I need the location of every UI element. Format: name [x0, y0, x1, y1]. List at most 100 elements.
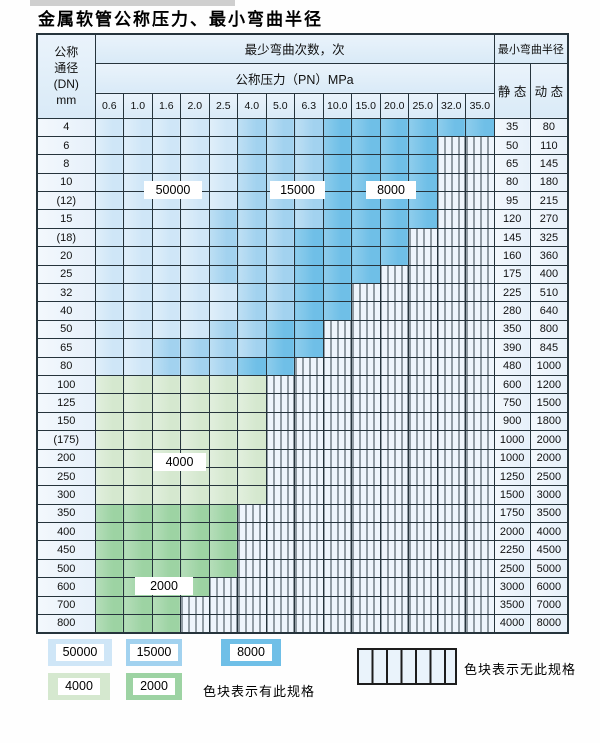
spec-cell-g1 [123, 448, 153, 468]
spec-cell-x [351, 448, 381, 468]
spec-cell-x [180, 595, 210, 616]
spec-cell-b2 [180, 338, 210, 358]
spec-table-wrap: 公称 通径 (DN) mm 最少弯曲次数，次 最小弯曲半径 公称压力（PN）MP… [36, 33, 570, 634]
spec-cell-g2 [180, 522, 210, 542]
spec-cell-x [351, 595, 381, 616]
spec-cell-x [265, 411, 295, 432]
spec-cell-x [408, 503, 438, 524]
spec-cell-b2 [237, 246, 267, 266]
spec-cell-x [408, 430, 438, 450]
legend-available-note: 色块表示有此规格 [203, 684, 316, 699]
spec-cell-b1 [123, 356, 153, 376]
spec-cell-x [265, 540, 295, 560]
static-radius-cell: 120 [493, 209, 531, 229]
spec-cell-b2 [237, 209, 267, 229]
dynamic-radius-cell: 80 [529, 117, 569, 137]
spec-cell-x [322, 503, 352, 524]
spec-cell-x [265, 448, 295, 468]
dynamic-radius-cell: 5000 [529, 558, 569, 579]
spec-cell-g2 [151, 503, 181, 524]
spec-cell-b1 [123, 117, 153, 137]
table-row: 500 2500 5000 [36, 558, 569, 579]
spec-cell-b3 [408, 117, 438, 137]
spec-cell-x [379, 430, 409, 450]
spec-cell-x [379, 485, 409, 505]
spec-cell-b1 [180, 135, 210, 156]
spec-cell-x [408, 485, 438, 505]
spec-cell-x [294, 466, 324, 487]
pressure-tick: 6.3 [294, 92, 324, 119]
spec-cell-g1 [208, 466, 238, 487]
spec-cell-x [408, 246, 438, 266]
dynamic-radius-cell: 800 [529, 319, 569, 340]
spec-cell-x [322, 577, 352, 597]
spec-cell-b2 [237, 319, 267, 340]
cycles-header: 最少弯曲次数，次 [94, 33, 495, 64]
dn-cell: 600 [36, 577, 96, 597]
dn-cell: (175) [36, 430, 96, 450]
spec-cell-x [294, 577, 324, 597]
spec-cell-b2 [294, 117, 324, 137]
dynamic-radius-cell: 3500 [529, 503, 569, 524]
dn-cell: 500 [36, 558, 96, 579]
spec-cell-x [294, 522, 324, 542]
table-row: 50 350 800 [36, 319, 569, 340]
spec-cell-x [436, 503, 466, 524]
table-row: 25 175 400 [36, 264, 569, 285]
spec-cell-b1 [94, 356, 124, 376]
spec-cell-x [436, 191, 466, 211]
pressure-tick: 32.0 [436, 92, 466, 119]
spec-cell-x [351, 540, 381, 560]
spec-cell-x [208, 577, 238, 597]
spec-cell-b2 [265, 209, 295, 229]
spec-cell-b3 [322, 172, 352, 193]
static-radius-cell: 280 [493, 301, 531, 321]
table-row: 150 900 1800 [36, 411, 569, 432]
spec-cell-b1 [123, 227, 153, 248]
spec-cell-b3 [322, 191, 352, 211]
spec-cell-x [465, 283, 495, 303]
spec-cell-x [465, 319, 495, 340]
spec-cell-x [294, 485, 324, 505]
spec-cell-x [465, 301, 495, 321]
spec-cell-b3 [379, 227, 409, 248]
spec-cell-x [465, 485, 495, 505]
spec-cell-x [351, 522, 381, 542]
spec-cell-g2 [94, 577, 124, 597]
static-radius-cell: 2000 [493, 522, 531, 542]
spec-cell-b2 [294, 209, 324, 229]
dn-cell: 250 [36, 466, 96, 487]
spec-cell-x [436, 466, 466, 487]
spec-cell-x [265, 614, 295, 634]
dn-cell: (18) [36, 227, 96, 248]
legend-swatch-15000: 15000 [126, 639, 182, 666]
spec-cell-x [237, 577, 267, 597]
spec-cell-x [351, 411, 381, 432]
spec-cell-x [379, 264, 409, 285]
spec-cell-x [408, 558, 438, 579]
spec-cell-g2 [94, 614, 124, 634]
pressure-tick: 1.6 [151, 92, 181, 119]
dn-cell: 100 [36, 374, 96, 395]
spec-cell-x [436, 154, 466, 174]
spec-cell-b3 [265, 338, 295, 358]
spec-cell-x [322, 430, 352, 450]
pressure-tick: 25.0 [408, 92, 438, 119]
dynamic-radius-cell: 110 [529, 135, 569, 156]
pressure-tick: 20.0 [379, 92, 409, 119]
spec-cell-x [465, 411, 495, 432]
spec-cell-x [294, 540, 324, 560]
dynamic-radius-cell: 1000 [529, 356, 569, 376]
spec-cell-b1 [123, 246, 153, 266]
spec-cell-g2 [94, 503, 124, 524]
spec-cell-g1 [180, 411, 210, 432]
dynamic-radius-cell: 4000 [529, 522, 569, 542]
zone-label-8000: 8000 [366, 181, 416, 199]
spec-cell-b1 [94, 227, 124, 248]
dn-header-line3: (DN) [53, 77, 79, 92]
spec-cell-b1 [180, 209, 210, 229]
spec-cell-b1 [180, 117, 210, 137]
spec-cell-x [436, 522, 466, 542]
spec-cell-g1 [208, 430, 238, 450]
spec-cell-x [379, 374, 409, 395]
